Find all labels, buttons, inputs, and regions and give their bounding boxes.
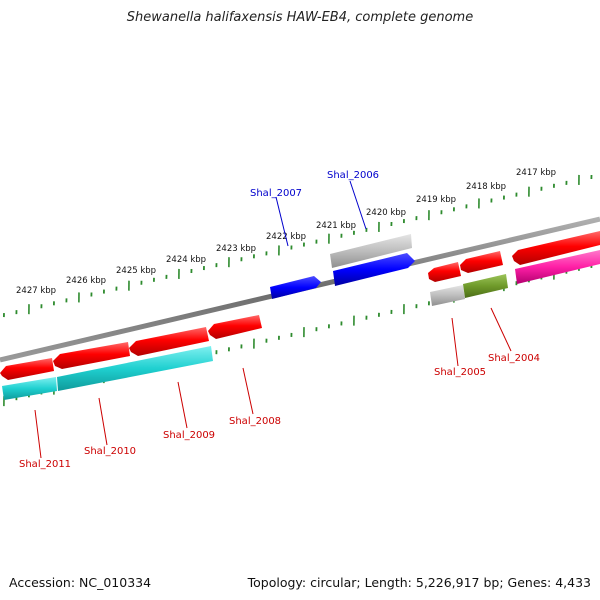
cds-shal-2010-2009[interactable]	[57, 346, 213, 391]
topology-text: Topology: circular; Length: 5,226,917 bp…	[247, 575, 591, 590]
lower-strand-features	[0, 231, 600, 400]
gene-labels: Shal_2007 Shal_2006 Shal_2011 Shal_2010 …	[19, 170, 540, 470]
scale-label: 2420 kbp	[366, 208, 406, 218]
pseudo-shal-2005[interactable]	[430, 285, 465, 306]
map-title: Shewanella halifaxensis HAW-EB4, complet…	[126, 10, 474, 25]
gene-shal-2011[interactable]	[0, 358, 54, 380]
gene-shal-2010[interactable]	[53, 342, 130, 369]
accession-text: Accession: NC_010334	[9, 575, 152, 590]
gene-right-red[interactable]	[512, 231, 600, 265]
scale-label: 2427 kbp	[16, 286, 56, 296]
cds-right-magenta[interactable]	[515, 250, 600, 284]
gene-shal-2009[interactable]	[129, 327, 209, 356]
gene-shal-2004[interactable]	[460, 251, 503, 273]
gene-label: Shal_2010	[84, 446, 136, 457]
scale-label: 2424 kbp	[166, 255, 206, 265]
scale-label: 2418 kbp	[466, 182, 506, 192]
cds-shal-2004[interactable]	[463, 274, 508, 298]
gene-label: Shal_2008	[229, 416, 281, 427]
gene-shal-2006[interactable]	[330, 234, 412, 268]
gene-shal-2007[interactable]	[270, 276, 321, 299]
gene-label: Shal_2004	[488, 353, 540, 364]
scale-label: 2419 kbp	[416, 195, 456, 205]
cds-shal-2011[interactable]	[2, 377, 57, 400]
gene-shal-2005[interactable]	[428, 262, 461, 282]
scale-label: 2426 kbp	[66, 276, 106, 286]
scale-label: 2421 kbp	[316, 221, 356, 231]
scale-label: 2425 kbp	[116, 266, 156, 276]
gene-label: Shal_2011	[19, 459, 71, 470]
gene-label: Shal_2006	[327, 170, 379, 181]
scale-label: 2417 kbp	[516, 168, 556, 178]
scale-label: 2423 kbp	[216, 244, 256, 254]
upper-strand-features	[270, 234, 415, 299]
gene-shal-2008[interactable]	[208, 315, 262, 339]
rna-shal-2006[interactable]	[333, 253, 415, 286]
gene-label: Shal_2009	[163, 430, 215, 441]
leader-lines	[34, 180, 512, 459]
gene-label: Shal_2007	[250, 188, 302, 199]
gene-label: Shal_2005	[434, 367, 486, 378]
scale-ring-upper	[2, 174, 593, 318]
